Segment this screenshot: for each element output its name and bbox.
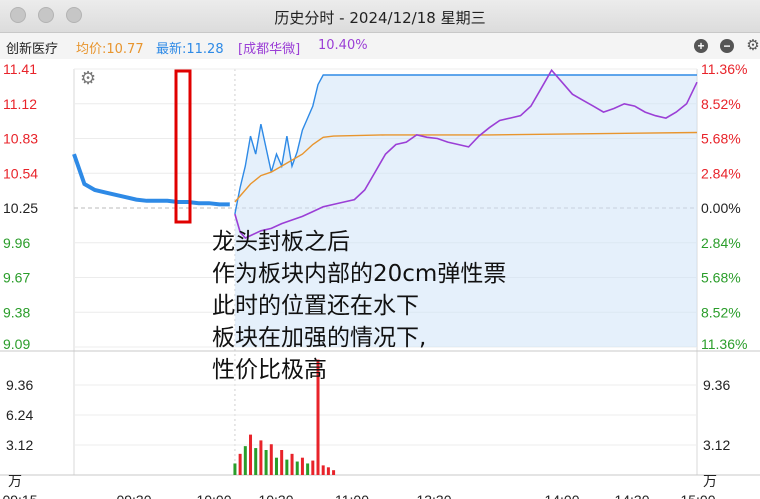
- price-tick-left: 10.54: [3, 165, 38, 181]
- latest-price: 最新:11.28: [156, 42, 224, 57]
- volume-bar: [316, 359, 320, 475]
- volume-bar: [311, 460, 315, 475]
- time-tick: 10:00: [196, 492, 231, 499]
- volume-bar: [280, 450, 284, 475]
- volume-bar: [285, 459, 289, 475]
- title-bar: 历史分时 - 2024/12/18 星期三: [0, 0, 760, 33]
- chart-settings-gear-icon: ⚙: [80, 68, 96, 88]
- volume-bar: [269, 444, 273, 475]
- price-tick-left: 11.12: [3, 96, 37, 112]
- volume-tick-right: 3.12: [703, 437, 730, 453]
- time-tick: 15:00: [680, 492, 715, 499]
- volume-bar: [233, 463, 237, 475]
- settings-gear-icon[interactable]: ⚙: [746, 37, 760, 54]
- volume-tick-left: 6.24: [6, 407, 33, 423]
- pct-tick-right: 5.68%: [701, 270, 741, 286]
- volume-bar: [295, 461, 299, 475]
- volume-unit-left: 万: [8, 473, 22, 489]
- auction-price-line: [72, 153, 230, 207]
- price-tick-left: 9.38: [3, 304, 30, 320]
- annotation-line-3: 此时的位置还在水下: [212, 293, 419, 319]
- price-tick-left: 10.25: [3, 200, 38, 216]
- volume-unit-right: 万: [703, 473, 717, 489]
- zoom-out-icon[interactable]: −: [720, 39, 734, 53]
- time-tick: 09:30: [116, 492, 151, 499]
- price-tick-left: 9.67: [3, 270, 30, 286]
- info-bar: 创新医疗 均价:10.77 最新:11.28 [成都华微] 10.40%: [0, 33, 760, 59]
- time-tick: 11:00: [335, 492, 369, 499]
- annotation-text: 龙头封板之后 作为板块内部的20cm弹性票 此时的位置还在水下 板块在加强的情况…: [212, 226, 506, 386]
- volume-bar: [264, 450, 268, 475]
- volume-bar: [249, 434, 253, 475]
- price-tick-left: 9.09: [3, 336, 30, 352]
- highlight-box: [174, 69, 192, 224]
- volume-axis-labels: 9.36 6.24 3.12 9.36 3.12 万 万: [6, 377, 730, 489]
- time-axis-labels: 09:15 09:30 10:00 10:30 11:00 13:30 14:00 14:30…: [2, 492, 715, 499]
- price-area: [234, 75, 697, 347]
- volume-bar: [321, 465, 325, 475]
- average-price-line: [234, 131, 698, 203]
- price-area-fill: [234, 75, 697, 347]
- pct-tick-right: 2.84%: [701, 165, 741, 181]
- price-axis-labels: 11.41 11.12 10.83 10.54 10.25 9.96 9.67 9.38 9.0…: [3, 61, 747, 352]
- pct-tick-right: 2.84%: [701, 235, 741, 251]
- price-tick-left: 9.96: [3, 235, 30, 251]
- average-price: 均价:10.77: [76, 42, 144, 57]
- volume-bar: [243, 446, 247, 475]
- zoom-in-icon[interactable]: +: [694, 39, 708, 53]
- compare-stock-pct: 10.40%: [318, 38, 368, 53]
- volume-bar: [306, 463, 310, 475]
- compare-stock-label[interactable]: [成都华微]: [238, 42, 301, 57]
- volume-bars: [233, 359, 336, 475]
- volume-tick-left: 3.12: [6, 437, 33, 453]
- volume-bar: [326, 467, 330, 475]
- minimize-window-icon[interactable]: [38, 7, 54, 23]
- volume-bar: [259, 440, 263, 475]
- volume-tick-left: 9.36: [6, 377, 33, 393]
- price-tick-left: 11.41: [3, 61, 37, 77]
- annotation-line-4: 板块在加强的情况下,: [212, 325, 427, 351]
- time-tick: 10:30: [258, 492, 293, 499]
- price-tick-left: 10.83: [3, 131, 38, 147]
- window-title: 历史分时 - 2024/12/18 星期三: [274, 9, 486, 27]
- pct-tick-right: 0.00%: [701, 200, 741, 216]
- annotation-line-1: 龙头封板之后: [212, 229, 350, 255]
- compare-stock-line: [234, 68, 698, 239]
- zoom-window-icon[interactable]: [66, 7, 82, 23]
- stock-name: 创新医疗: [6, 42, 59, 57]
- pct-tick-right: 8.52%: [701, 304, 741, 320]
- pct-tick-right: 11.36%: [701, 61, 747, 77]
- volume-bar: [332, 470, 336, 475]
- annotation-line-5: 性价比极高: [212, 357, 327, 383]
- volume-bar: [300, 457, 304, 475]
- time-tick: 14:30: [614, 492, 649, 499]
- chart-lines: [72, 68, 698, 239]
- volume-tick-right: 9.36: [703, 377, 730, 393]
- time-tick: 14:00: [544, 492, 579, 499]
- pct-tick-right: 5.68%: [701, 131, 741, 147]
- volume-bar: [274, 457, 278, 475]
- pct-tick-right: 11.36%: [701, 336, 747, 352]
- volume-bar: [254, 448, 258, 475]
- close-window-icon[interactable]: [10, 7, 26, 23]
- time-tick: 09:15: [2, 492, 37, 499]
- volume-bar: [238, 453, 242, 475]
- annotation-line-2: 作为板块内部的20cm弹性票: [212, 261, 507, 287]
- pct-tick-right: 8.52%: [701, 96, 741, 112]
- volume-bar: [290, 453, 294, 475]
- time-tick: 13:30: [416, 492, 451, 499]
